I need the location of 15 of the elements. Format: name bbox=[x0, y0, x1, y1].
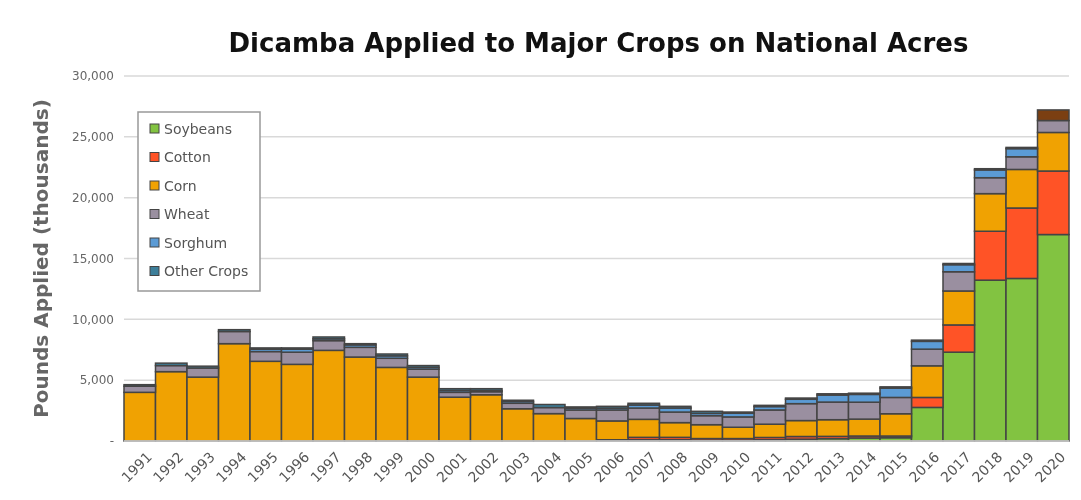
legend-label: Cotton bbox=[164, 149, 211, 166]
legend-label: Sorghum bbox=[164, 234, 228, 251]
y-axis-title: Pounds Applied (thousands) bbox=[29, 99, 53, 418]
y-tick-label: 30,000 bbox=[72, 69, 114, 84]
legend-label: Other Crops bbox=[164, 263, 249, 280]
y-tick-label: 10,000 bbox=[72, 312, 114, 327]
legend-label: Wheat bbox=[164, 206, 210, 223]
chart-title: Dicamba Applied to Major Crops on National Acres bbox=[228, 28, 969, 58]
legend-label: Corn bbox=[164, 177, 197, 194]
y-tick-label: 25,000 bbox=[72, 130, 114, 145]
y-tick-label: - bbox=[109, 434, 114, 449]
y-tick-label: 20,000 bbox=[72, 190, 114, 205]
legend-label: Soybeans bbox=[164, 120, 232, 137]
y-tick-label: 5,000 bbox=[79, 373, 114, 388]
y-tick-label: 15,000 bbox=[72, 251, 114, 266]
